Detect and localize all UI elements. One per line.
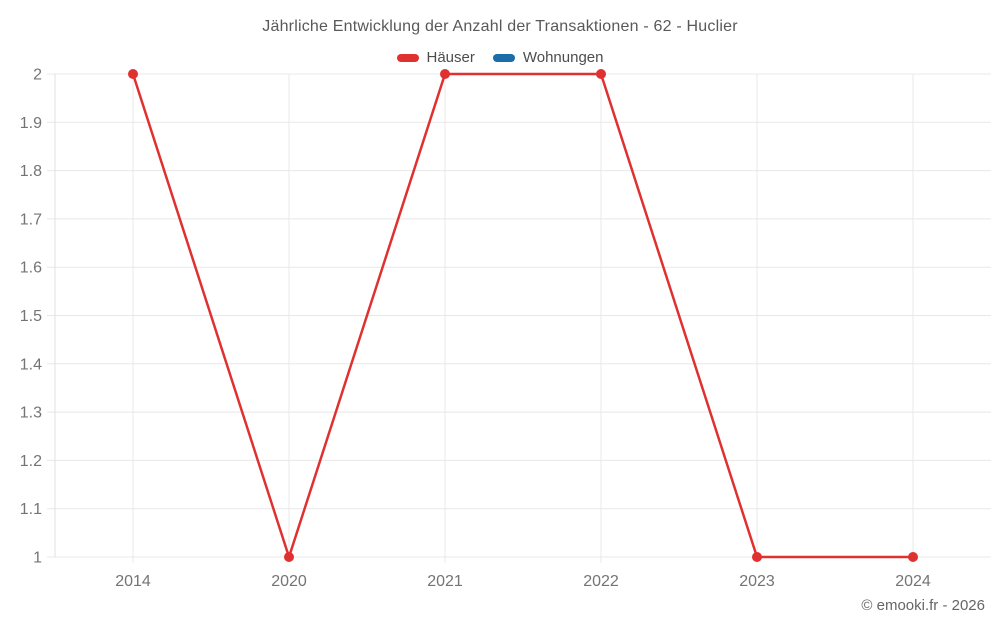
y-tick-label: 2 [33,67,42,84]
y-tick-label: 1.1 [20,501,42,518]
wohnungen-swatch-icon [492,53,515,62]
x-tick-label: 2022 [583,573,619,590]
x-tick-label: 2020 [271,573,307,590]
legend-label-wohnungen: Wohnungen [522,49,604,66]
x-tick-label: 2023 [739,573,775,590]
legend-label-haeuser: Häuser [426,49,475,66]
legend-item-haeuser[interactable]: Häuser [396,49,475,66]
data-point [908,552,918,562]
y-tick-label: 1.7 [20,211,42,228]
x-tick-label: 2021 [427,573,463,590]
y-tick-label: 1.9 [20,115,42,132]
data-point [596,69,606,79]
y-tick-label: 1.2 [20,453,42,470]
chart-title: Jährliche Entwicklung der Anzahl der Tra… [262,18,738,35]
data-point [752,552,762,562]
legend-item-wohnungen[interactable]: Wohnungen [492,49,604,66]
watermark: © emooki.fr - 2026 [861,597,985,614]
legend: Häuser Wohnungen [0,49,1000,66]
y-tick-label: 1.6 [20,260,42,277]
data-point [128,69,138,79]
haeuser-swatch-icon [396,53,419,62]
x-tick-label: 2024 [895,573,931,590]
x-tick-label: 2014 [115,573,151,590]
y-tick-label: 1 [33,550,42,567]
data-point [440,69,450,79]
y-tick-label: 1.3 [20,405,42,422]
y-tick-label: 1.5 [20,308,42,325]
y-tick-label: 1.8 [20,163,42,180]
data-point [284,552,294,562]
series-line [131,72,913,559]
y-tick-label: 1.4 [20,356,42,373]
